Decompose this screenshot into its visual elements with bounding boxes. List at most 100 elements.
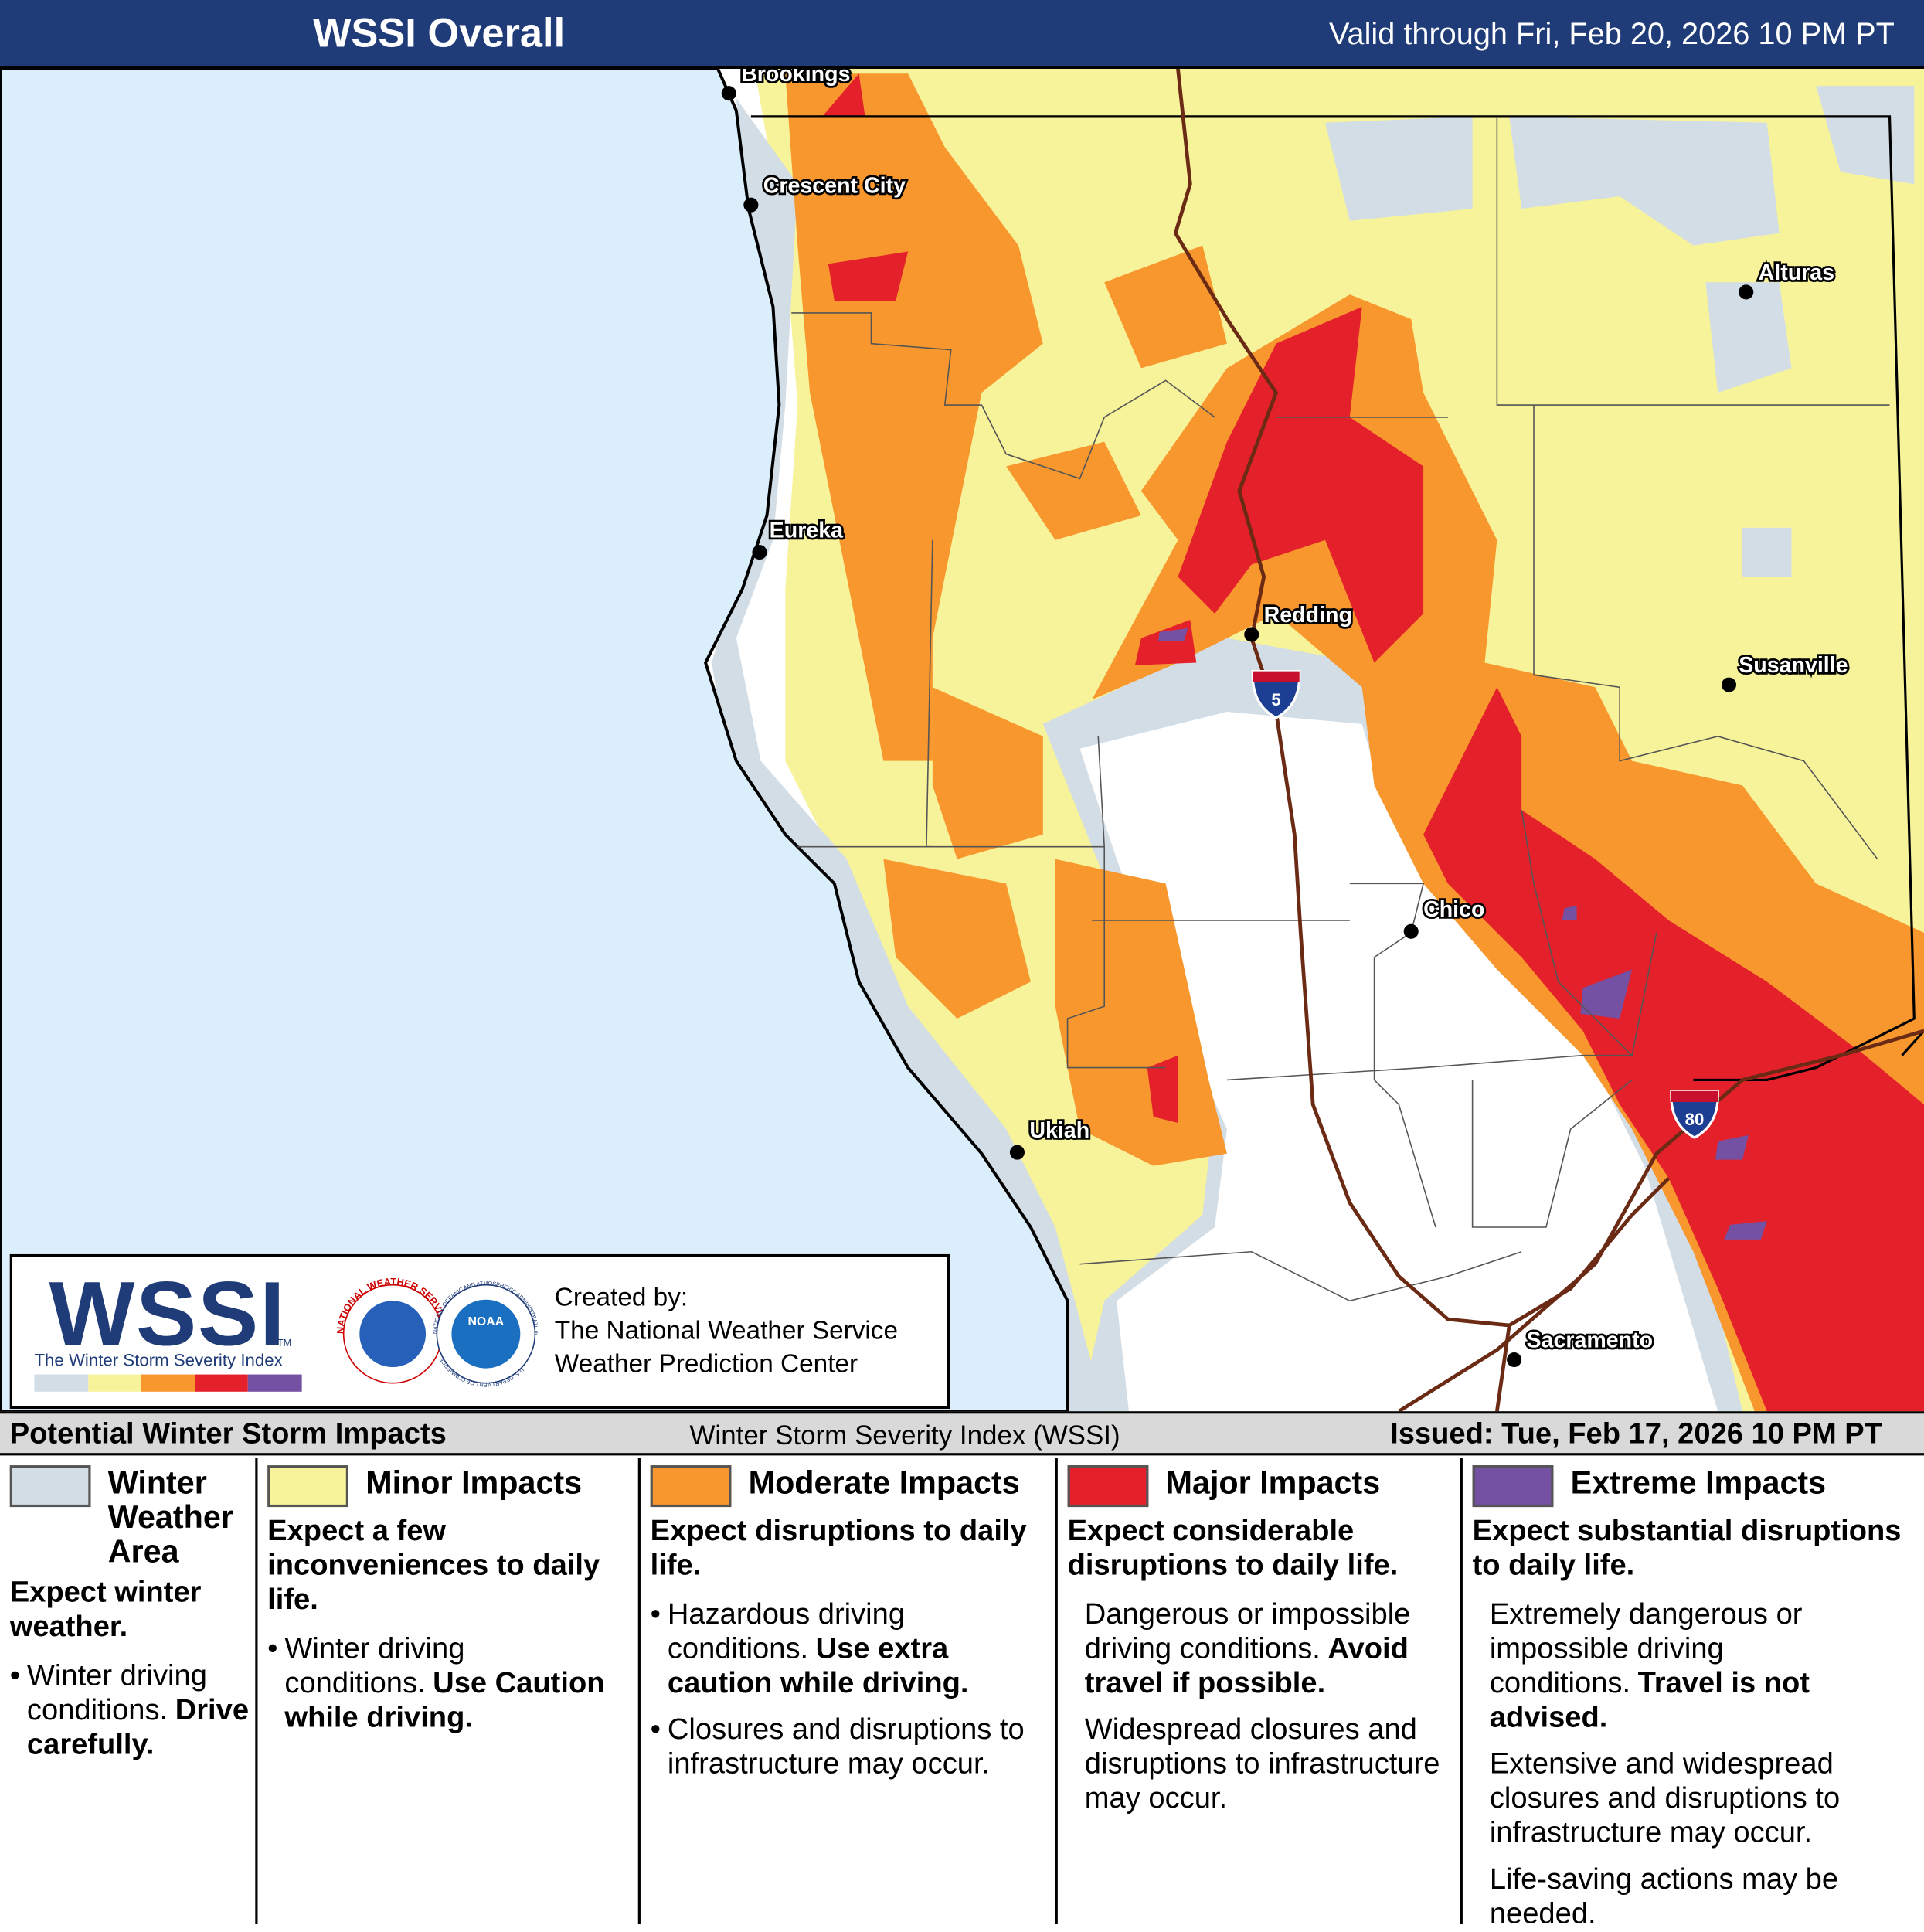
noaa-seal-center <box>451 1299 521 1369</box>
county-line <box>1079 1250 1522 1302</box>
city-dot <box>743 197 759 213</box>
logo-box: WSSI TM The Winter Storm Severity Index … <box>9 1253 950 1410</box>
city-label: Chico <box>1423 897 1484 922</box>
county-line <box>1521 809 1657 1057</box>
ocean <box>0 66 1069 1412</box>
legend-text: Travel is not advised. <box>1489 1666 1810 1734</box>
legend-item: Winter driving conditions.Use Caution wh… <box>267 1632 628 1735</box>
issued-time: Issued: Tue, Feb 17, 2026 10 PM PT <box>1390 1417 1883 1451</box>
legend-text: Life-saving actions may be needed. <box>1489 1862 1839 1930</box>
legend-item: Dangerous or impossible driving conditio… <box>1068 1598 1450 1701</box>
city-dot <box>1507 1352 1522 1368</box>
legend-item: Extensive and widespread closures and di… <box>1473 1747 1915 1850</box>
wssi-subtitle: The Winter Storm Severity Index <box>34 1349 283 1370</box>
boundary-line <box>1901 1029 1924 1056</box>
extreme-area <box>1158 628 1767 1240</box>
legend-column: Minor Impacts Expect a few inconveniences… <box>255 1458 637 1924</box>
extreme-area <box>1715 1134 1749 1160</box>
extreme-area <box>1724 1221 1767 1240</box>
legend-heading: Expect a few inconveniences to daily lif… <box>267 1514 600 1617</box>
credit-line: The National Weather Service <box>554 1316 899 1345</box>
shield-top <box>1671 1090 1718 1103</box>
major-area <box>828 251 909 301</box>
noaa-text: NOAA <box>467 1315 504 1328</box>
city-dot <box>1721 677 1737 692</box>
legend-item: Closures and disruptions to infrastructu… <box>651 1713 1045 1782</box>
legend-column: Winter Weather Area Expect winter weather… <box>0 1458 255 1924</box>
legend-heading: Expect considerable disruptions to daily… <box>1067 1514 1399 1582</box>
legend-text: Use Caution while driving. <box>284 1666 605 1734</box>
credit-line: Weather Prediction Center <box>554 1349 858 1379</box>
city-dot <box>721 86 736 101</box>
legend-item: Winter driving conditions.Drive carefull… <box>10 1658 250 1762</box>
legend-text: Widespread closures and disruptions to i… <box>1084 1713 1440 1815</box>
county-line <box>1226 1054 1633 1081</box>
winter-weather-area <box>1509 116 1780 246</box>
major-area <box>1147 1055 1178 1124</box>
legend-swatch <box>1067 1465 1149 1508</box>
major-area <box>1423 687 1924 1412</box>
legend-text: Drive carefully. <box>26 1693 250 1761</box>
color-bar-segment <box>248 1374 302 1392</box>
legend-text: Avoid travel if possible. <box>1084 1632 1409 1700</box>
moderate-area <box>785 73 1043 761</box>
legend-item: Life-saving actions may be needed. <box>1473 1863 1915 1932</box>
major-area <box>821 73 865 117</box>
legend-heading: Expect winter weather. <box>9 1576 202 1644</box>
legend-text: Winter driving conditions. <box>26 1658 207 1727</box>
legend-text: Extremely dangerous or impossible drivin… <box>1489 1597 1803 1700</box>
legend-item: Extremely dangerous or impossible drivin… <box>1473 1598 1915 1736</box>
no-impact-area <box>1079 712 1718 1412</box>
legend-name: Winter Weather Area <box>107 1464 233 1570</box>
winter-weather-area <box>1325 116 1473 221</box>
extreme-area <box>1158 628 1188 641</box>
moderate-area <box>1055 859 1228 1166</box>
shield <box>1251 670 1301 719</box>
city-dot <box>1009 1145 1025 1160</box>
legend-swatch <box>267 1465 348 1508</box>
legend-name: Extreme Impacts <box>1570 1464 1827 1502</box>
boundary-line <box>750 115 1924 1082</box>
county-line <box>1349 883 1436 1228</box>
title-bar: WSSI Overall Valid through Fri, Feb 20, … <box>0 0 1924 69</box>
legend-item: Hazardous driving conditions.Use extra c… <box>651 1598 1045 1701</box>
trademark: TM <box>277 1337 292 1349</box>
no-impact-area <box>1079 712 1718 1412</box>
highway-number: 5 <box>1271 690 1280 709</box>
legend-column: Extreme Impacts Expect substantial disrup… <box>1460 1458 1924 1930</box>
highway-shields: 5 80 <box>1251 670 1719 1139</box>
moderate-area <box>1104 245 1228 369</box>
legend-text: Extensive and widespread closures and di… <box>1489 1747 1841 1850</box>
legend-name: Major Impacts <box>1165 1464 1381 1502</box>
major-area <box>1178 307 1424 663</box>
extreme-area <box>1562 905 1577 921</box>
ocean <box>0 66 1069 1412</box>
legend-item: Widespread closures and disruptions to i… <box>1068 1713 1450 1816</box>
color-bar-segment <box>141 1374 195 1392</box>
legend-name: Moderate Impacts <box>748 1464 1020 1502</box>
legend-text: Closures and disruptions to infrastructu… <box>667 1713 1025 1781</box>
moderate-area <box>1006 441 1141 540</box>
county-line <box>791 312 1215 480</box>
legend-text: Hazardous driving conditions. <box>667 1597 906 1665</box>
winter-weather-area <box>1742 527 1792 577</box>
legend-text: Winter driving conditions. <box>284 1632 465 1700</box>
highway-number: 80 <box>1685 1110 1705 1129</box>
city-label: Alturas <box>1759 260 1834 285</box>
wssi-wordmark: WSSI <box>49 1263 287 1365</box>
city-label: Redding <box>1264 603 1352 628</box>
winter-weather-area <box>1705 282 1792 393</box>
moderate-area <box>932 687 1043 859</box>
legend-key: Moderate Impacts <box>650 1464 1045 1508</box>
legend-swatch <box>1472 1465 1554 1508</box>
city-label: Ukiah <box>1029 1118 1089 1143</box>
city-dot <box>1739 284 1754 300</box>
legend-key: Major Impacts <box>1067 1464 1450 1508</box>
color-bar-segment <box>195 1374 249 1392</box>
color-bar <box>34 1374 302 1392</box>
credit: Created by: The National Weather Service W… <box>555 1281 898 1381</box>
interstate <box>1508 1176 1671 1328</box>
